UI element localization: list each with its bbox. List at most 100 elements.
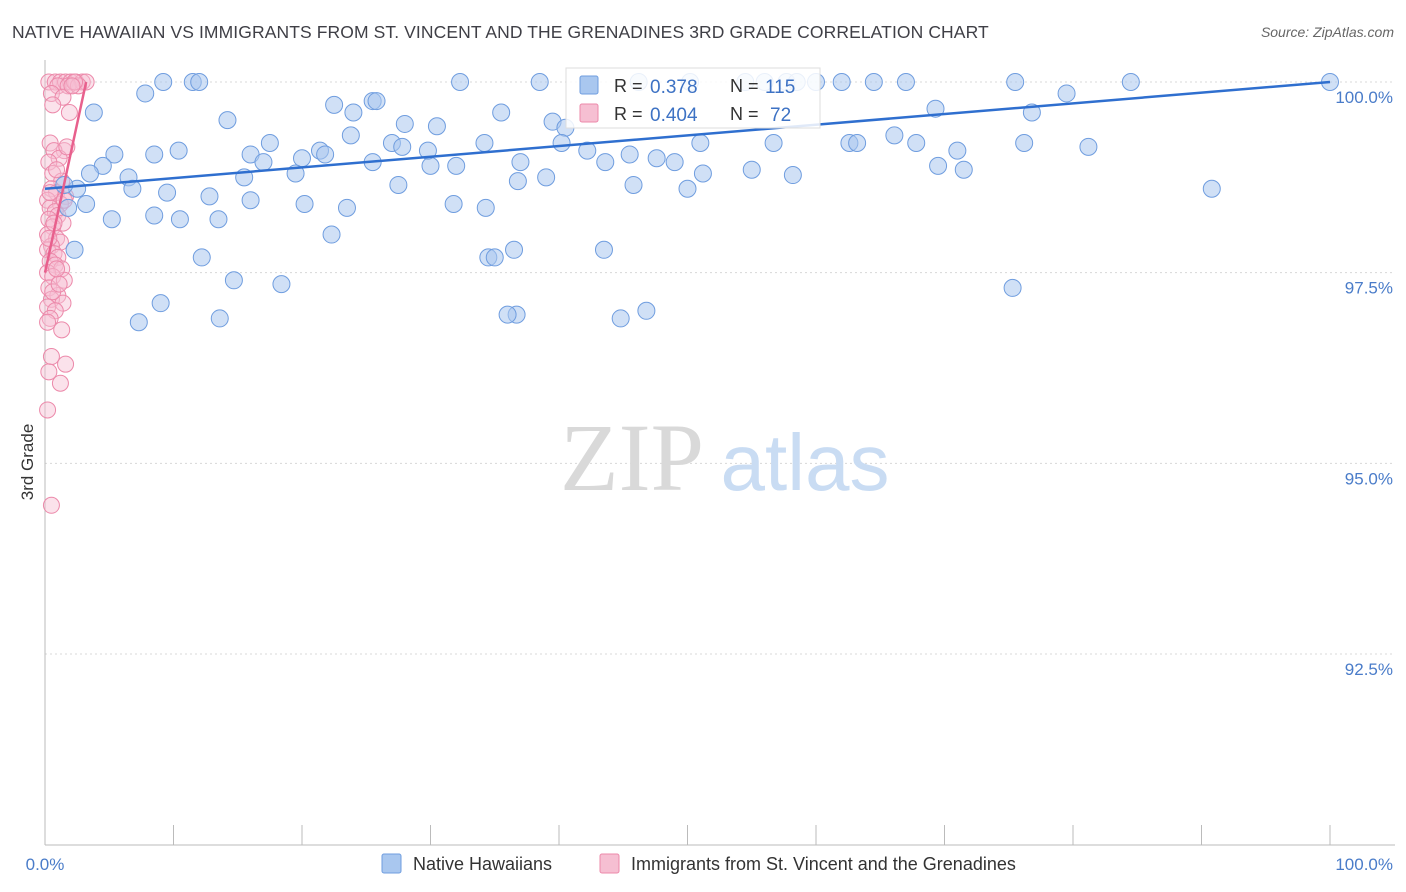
tick-labels: 100.0% 97.5% 95.0% 92.5% 0.0% 100.0% xyxy=(26,88,1393,874)
point-immigrants-57 xyxy=(40,363,58,381)
axes-layer xyxy=(44,60,1395,846)
point-native-hawaiians-89 xyxy=(322,225,341,244)
legend-r-value-2: 0.404 xyxy=(650,105,698,126)
point-native-hawaiians-61 xyxy=(693,164,712,183)
bottom-legend-label-pink: Immigrants from St. Vincent and the Gren… xyxy=(631,854,1016,874)
point-native-hawaiians-108 xyxy=(393,137,412,156)
point-immigrants-71 xyxy=(48,260,66,278)
point-native-hawaiians-43 xyxy=(1079,137,1098,156)
point-native-hawaiians-59 xyxy=(647,149,666,168)
trend-lines xyxy=(43,80,1331,273)
point-immigrants-56 xyxy=(57,355,75,373)
point-native-hawaiians-112 xyxy=(620,145,639,164)
point-native-hawaiians-98 xyxy=(1003,278,1022,297)
point-native-hawaiians-110 xyxy=(578,141,597,160)
point-native-hawaiians-109 xyxy=(418,141,437,160)
point-native-hawaiians-71 xyxy=(624,175,643,194)
point-native-hawaiians-23 xyxy=(926,99,945,118)
point-immigrants-59 xyxy=(39,401,57,419)
x-tick-label-1: 100.0% xyxy=(1335,855,1393,874)
point-native-hawaiians-107 xyxy=(691,134,710,153)
point-native-hawaiians-41 xyxy=(948,141,967,160)
point-native-hawaiians-85 xyxy=(102,210,121,229)
legend-n-value-2: 72 xyxy=(770,105,791,126)
point-native-hawaiians-58 xyxy=(596,153,615,172)
y-tick-label-2: 95.0% xyxy=(1345,469,1393,488)
point-native-hawaiians-65 xyxy=(954,160,973,179)
point-native-hawaiians-39 xyxy=(885,126,904,145)
point-native-hawaiians-72 xyxy=(678,179,697,198)
point-native-hawaiians-88 xyxy=(209,210,228,229)
point-native-hawaiians-56 xyxy=(447,156,466,175)
point-native-hawaiians-86 xyxy=(145,206,164,225)
bottom-legend-swatch-pink xyxy=(599,853,620,874)
point-native-hawaiians-33 xyxy=(341,126,360,145)
point-native-hawaiians-77 xyxy=(200,187,219,206)
point-native-hawaiians-104 xyxy=(611,309,630,328)
point-immigrants-55 xyxy=(42,348,60,366)
watermark-zip: ZIP xyxy=(560,404,704,511)
point-native-hawaiians-57 xyxy=(508,172,527,191)
point-native-hawaiians-16 xyxy=(1121,73,1140,91)
source-credit: Source: ZipAtlas.com xyxy=(1260,24,1394,40)
point-native-hawaiians-26 xyxy=(344,103,363,122)
point-native-hawaiians-83 xyxy=(59,198,78,217)
point-native-hawaiians-100 xyxy=(129,313,148,332)
point-native-hawaiians-4 xyxy=(530,73,549,91)
point-native-hawaiians-50 xyxy=(293,149,311,168)
point-immigrants-53 xyxy=(39,313,57,331)
legend-r-label-2: R = xyxy=(614,104,643,124)
stats-legend-box xyxy=(565,67,821,129)
stats-legend: R = 0.378 N = 115 R = 0.404 N = 72 xyxy=(565,67,821,129)
bottom-legend-label-blue: Native Hawaiians xyxy=(413,854,552,874)
point-immigrants-62 xyxy=(48,161,66,179)
point-native-hawaiians-67 xyxy=(80,164,99,183)
point-immigrants-60 xyxy=(42,496,60,514)
y-tick-label-1: 97.5% xyxy=(1345,279,1393,298)
point-native-hawaiians-53 xyxy=(511,153,530,172)
point-native-hawaiians-113 xyxy=(537,168,556,187)
point-native-hawaiians-94 xyxy=(505,240,524,259)
point-native-hawaiians-76 xyxy=(158,183,177,202)
point-native-hawaiians-42 xyxy=(1015,134,1034,153)
bottom-legend-swatch-blue xyxy=(381,853,402,874)
point-immigrants-54 xyxy=(53,321,71,339)
point-native-hawaiians-106 xyxy=(260,134,279,153)
point-native-hawaiians-103 xyxy=(637,301,656,320)
legend-n-label-2: N = xyxy=(730,104,759,124)
point-immigrants-15 xyxy=(41,134,59,152)
point-native-hawaiians-2 xyxy=(190,73,209,91)
point-native-hawaiians-27 xyxy=(492,103,511,122)
point-native-hawaiians-3 xyxy=(451,73,470,91)
chart-title: NATIVE HAWAIIAN VS IMMIGRANTS FROM ST. V… xyxy=(12,22,989,42)
point-native-hawaiians-101 xyxy=(210,309,229,328)
point-native-hawaiians-15 xyxy=(1006,73,1025,91)
series-legend: Native Hawaiians Immigrants from St. Vin… xyxy=(381,853,1016,874)
legend-r-value-1: 0.378 xyxy=(650,77,698,98)
legend-n-value-1: 115 xyxy=(765,77,795,98)
point-native-hawaiians-95 xyxy=(594,240,613,259)
point-immigrants-66 xyxy=(50,275,68,293)
legend-swatch-pink xyxy=(579,103,599,123)
point-native-hawaiians-35 xyxy=(475,134,494,153)
point-native-hawaiians-60 xyxy=(665,153,684,172)
point-native-hawaiians-78 xyxy=(241,191,260,210)
point-native-hawaiians-38 xyxy=(848,134,867,153)
series-immigrants-points xyxy=(39,73,95,514)
point-native-hawaiians-28 xyxy=(218,111,237,130)
legend-swatch-blue xyxy=(579,75,599,95)
point-native-hawaiians-20 xyxy=(325,95,344,114)
point-native-hawaiians-18 xyxy=(136,84,155,103)
point-immigrants-58 xyxy=(51,374,69,392)
legend-r-label-1: R = xyxy=(614,76,643,96)
point-native-hawaiians-36 xyxy=(764,134,783,153)
point-immigrants-68 xyxy=(63,77,81,95)
y-tick-label-3: 92.5% xyxy=(1345,660,1393,679)
trend-line-immigrants xyxy=(43,81,88,273)
point-native-hawaiians-22 xyxy=(367,92,386,111)
point-immigrants-13 xyxy=(44,96,62,114)
point-native-hawaiians-87 xyxy=(170,210,189,229)
point-native-hawaiians-25 xyxy=(84,103,103,122)
point-native-hawaiians-49 xyxy=(105,145,124,164)
